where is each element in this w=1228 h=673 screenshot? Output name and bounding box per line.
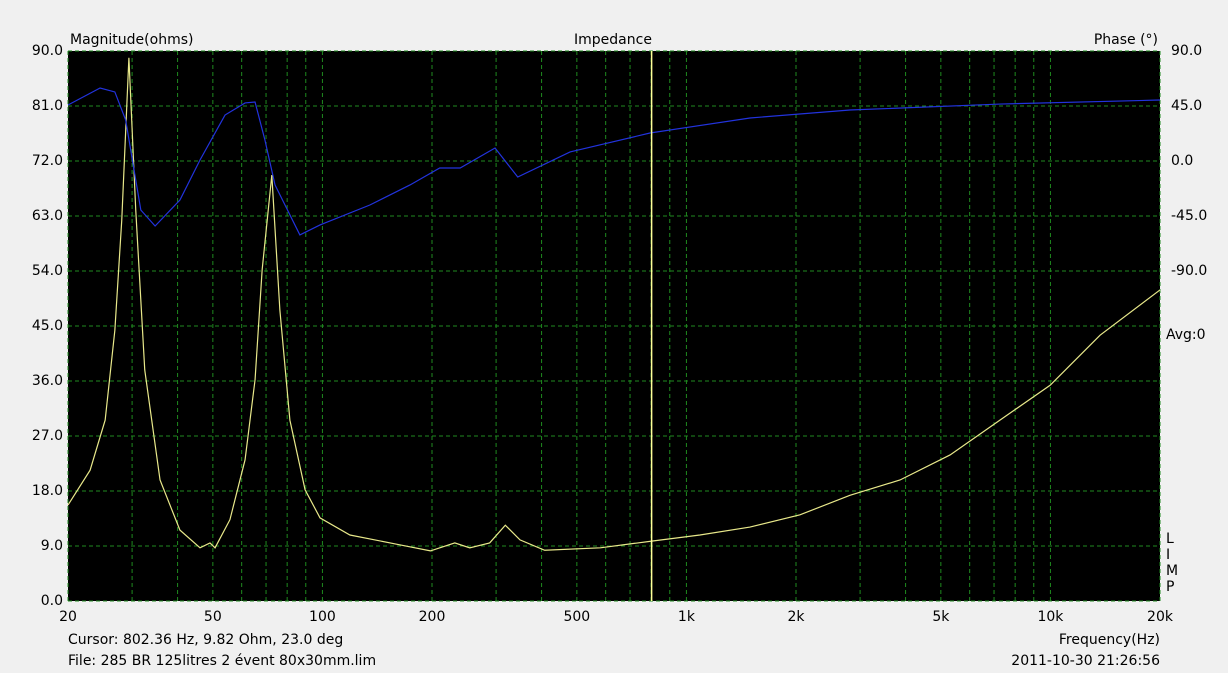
x-tick-label: 5k xyxy=(932,609,950,625)
y-tick-label: 36.0 xyxy=(32,373,63,389)
y2-tick-label: -45.0 xyxy=(1171,208,1207,224)
x-tick-label: 1k xyxy=(678,609,696,625)
side-letter: M xyxy=(1166,563,1178,579)
x-tick-label: 200 xyxy=(419,609,446,625)
x-tick-label: 500 xyxy=(563,609,590,625)
y-tick-label: 45.0 xyxy=(32,318,63,334)
y2-tick-label: 90.0 xyxy=(1171,43,1202,59)
x-tick-label: 50 xyxy=(204,609,222,625)
y-tick-label: 9.0 xyxy=(41,538,63,554)
impedance-line xyxy=(67,57,1161,552)
y-tick-label: 81.0 xyxy=(32,98,63,114)
y-tick-label: 27.0 xyxy=(32,428,63,444)
side-letter: I xyxy=(1166,547,1170,563)
x-tick-label: 2k xyxy=(787,609,805,625)
impedance-line xyxy=(67,87,1161,236)
y2-tick-label: 0.0 xyxy=(1171,153,1193,169)
avg-label: Avg:0 xyxy=(1166,327,1206,343)
cursor-label: Cursor: 802.36 Hz, 9.82 Ohm, 23.0 deg xyxy=(68,632,343,648)
timestamp: 2011-10-30 21:26:56 xyxy=(1011,653,1160,669)
x-tick-label: 10k xyxy=(1037,609,1064,625)
x-axis-label: Frequency(Hz) xyxy=(1059,632,1160,648)
y-tick-label: 63.0 xyxy=(32,208,63,224)
y-tick-label: 90.0 xyxy=(32,43,63,59)
x-tick-label: 20k xyxy=(1147,609,1174,625)
y-axis-label: Magnitude(ohms) xyxy=(70,32,193,48)
y2-axis-label: Phase (°) xyxy=(1094,32,1158,48)
x-tick-label: 100 xyxy=(309,609,336,625)
y-tick-label: 0.0 xyxy=(41,593,63,609)
side-letter: L xyxy=(1166,531,1174,547)
chart-title: Impedance xyxy=(574,32,652,48)
y-tick-label: 72.0 xyxy=(32,153,63,169)
y-tick-label: 18.0 xyxy=(32,483,63,499)
file-label: File: 285 BR 125litres 2 évent 80x30mm.l… xyxy=(68,653,376,669)
y-tick-label: 54.0 xyxy=(32,263,63,279)
y2-tick-label: -90.0 xyxy=(1171,263,1207,279)
y2-tick-label: 45.0 xyxy=(1171,98,1202,114)
x-tick-label: 20 xyxy=(59,609,77,625)
side-letter: P xyxy=(1166,579,1174,595)
